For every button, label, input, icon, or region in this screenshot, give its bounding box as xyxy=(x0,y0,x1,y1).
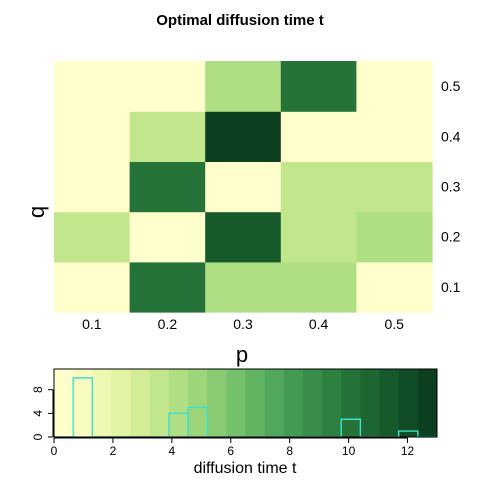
heatmap-x-tick-label: 0.2 xyxy=(158,316,178,332)
heatmap-cell xyxy=(356,111,433,162)
color-key-x-tick-label: 0 xyxy=(51,444,58,458)
color-key-bin xyxy=(398,369,419,437)
color-key-x-tick-label: 8 xyxy=(286,444,293,458)
heatmap-cell xyxy=(205,211,282,263)
heatmap-cell xyxy=(205,111,282,162)
heatmap-cell xyxy=(356,61,433,112)
color-key-x-axis-label: diffusion time t xyxy=(194,460,297,477)
histogram-bar xyxy=(187,406,208,437)
color-key-x-tick-label: 2 xyxy=(110,444,117,458)
heatmap-y-tick-label: 0.2 xyxy=(441,229,461,245)
color-key-y-axis: 0 4 8 xyxy=(31,386,54,440)
color-key-bin xyxy=(245,369,266,437)
heatmap-cell xyxy=(356,211,433,263)
heatmap-cell xyxy=(129,61,206,112)
color-key-bin xyxy=(92,369,112,437)
heatmap-cell xyxy=(129,211,206,263)
color-key-x-tick-label: 10 xyxy=(342,444,356,458)
heatmap-cell xyxy=(129,261,206,313)
heatmap-x-tick-label: 0.4 xyxy=(309,316,329,332)
histogram-bar xyxy=(340,418,362,437)
heatmap-cell xyxy=(54,161,131,213)
heatmap-y-tick-label: 0.4 xyxy=(441,128,461,144)
histogram-bar xyxy=(398,430,419,437)
color-key-frame xyxy=(53,368,438,438)
color-key-y-tick-label: 0 xyxy=(31,433,45,440)
heatmap-y-tick-label: 0.5 xyxy=(441,78,461,94)
color-key-x-tick-label: 4 xyxy=(169,444,176,458)
heatmap-cell xyxy=(54,211,131,263)
color-key-bins xyxy=(54,369,438,437)
heatmap-cell xyxy=(54,111,131,162)
heatmap-cell xyxy=(280,261,357,313)
heatmap-cell xyxy=(129,111,206,162)
color-key-bin xyxy=(341,369,361,437)
color-key-x-tick-label: 6 xyxy=(227,444,234,458)
color-key-y-tick-label: 4 xyxy=(31,410,45,417)
color-key-x-axis: 0 2 4 6 8 10 12 xyxy=(51,437,415,458)
heatmap-x-tick-labels: 0.1 0.2 0.3 0.4 0.5 xyxy=(82,316,404,332)
heatmap-cell xyxy=(205,161,282,213)
heatmap-y-axis-label: q xyxy=(24,206,49,218)
heatmap-y-tick-label: 0.3 xyxy=(441,179,461,195)
heatmap-cell xyxy=(280,61,357,112)
color-key-bin xyxy=(130,369,151,437)
color-key-bin xyxy=(73,369,93,437)
histogram-bar xyxy=(72,377,93,437)
heatmap-x-axis-label: p xyxy=(236,342,248,367)
color-key-bin xyxy=(322,369,342,437)
heatmap-cell xyxy=(205,261,282,313)
heatmap-cell xyxy=(129,161,206,213)
heatmap-cell xyxy=(280,161,357,213)
color-key-bin xyxy=(111,369,132,437)
color-key-bin xyxy=(226,369,246,437)
heatmap-y-tick-label: 0.1 xyxy=(441,279,461,295)
heatmap-cell xyxy=(54,261,131,313)
heatmap-cell xyxy=(356,261,433,313)
color-key-bin xyxy=(283,369,304,437)
color-key-bin xyxy=(379,369,400,437)
heatmap-cells xyxy=(54,61,433,313)
color-key-bin xyxy=(264,369,285,437)
heatmap-cell xyxy=(280,211,357,263)
heatmap-cell xyxy=(280,111,357,162)
heatmap-x-tick-label: 0.1 xyxy=(82,316,102,332)
heatmap-x-tick-label: 0.5 xyxy=(384,316,404,332)
color-key-bin xyxy=(207,369,227,437)
color-key-bin xyxy=(360,369,381,437)
color-key-bin xyxy=(417,369,438,437)
heatmap-y-tick-labels: 0.1 0.2 0.3 0.4 0.5 xyxy=(441,78,461,295)
heatmap-x-tick-label: 0.3 xyxy=(233,316,253,332)
color-key-bin xyxy=(188,369,208,437)
heatmap-cell xyxy=(54,61,131,112)
color-key-bin xyxy=(302,369,323,437)
color-key-bin xyxy=(149,369,170,437)
chart-title: Optimal diffusion time t xyxy=(156,12,324,29)
heatmap-cell xyxy=(356,161,433,213)
color-key-y-tick-label: 8 xyxy=(31,386,45,393)
color-key-bin xyxy=(168,369,189,437)
heatmap-cell xyxy=(205,61,282,112)
color-key-bin xyxy=(54,369,74,437)
color-key-x-tick-label: 12 xyxy=(401,444,415,458)
